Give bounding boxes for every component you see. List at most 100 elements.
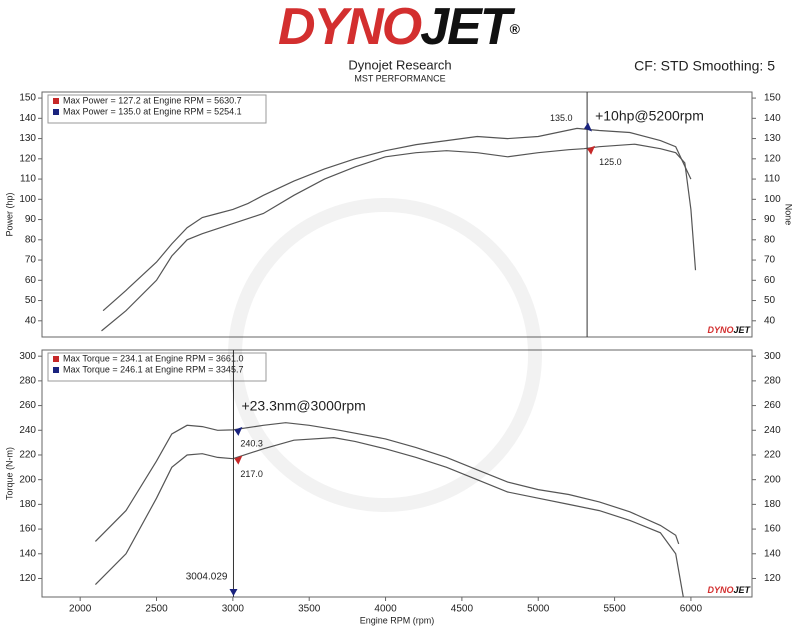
y2-tick-label: 140 [764, 113, 781, 124]
legend-swatch [53, 98, 59, 104]
x-axis-label: Engine RPM (rpm) [360, 615, 435, 625]
marker-label: 217.0 [240, 469, 263, 479]
annotation: +23.3nm@3000rpm [241, 398, 365, 414]
y-tick-label: 260 [19, 400, 36, 411]
plot-area [41, 91, 753, 338]
y2-tick-label: 280 [764, 376, 781, 387]
y2-tick-label: 70 [764, 255, 776, 266]
y2-tick-label: 240 [764, 425, 781, 436]
watermark [228, 198, 542, 512]
marker-arrow [234, 426, 243, 436]
legend-entry: Max Power = 135.0 at Engine RPM = 5254.1 [63, 106, 242, 116]
y-tick-label: 150 [19, 93, 36, 104]
y-tick-label: 280 [19, 376, 36, 387]
y2-tick-label: 100 [764, 194, 781, 205]
x-tick-label: 2000 [69, 604, 92, 615]
legend-entry: Max Torque = 246.1 at Engine RPM = 3345.… [63, 364, 243, 374]
y-tick-label: 50 [25, 295, 37, 306]
corner-logo-part: JET [733, 325, 751, 335]
curve [101, 143, 697, 332]
y2-tick-label: 200 [764, 474, 781, 485]
marker-arrow [234, 455, 243, 465]
legend-swatch [53, 109, 59, 115]
y2-tick-label: 220 [764, 450, 781, 461]
y2-tick-label: 120 [764, 573, 781, 584]
title: Dynojet Research [348, 57, 451, 72]
y2-tick-label: 120 [764, 153, 781, 164]
corner-logo-part: JET [733, 585, 751, 595]
y2-tick-label: 130 [764, 133, 781, 144]
logo-part: JET [420, 0, 516, 56]
y2-tick-label: 150 [764, 93, 781, 104]
y-axis-label: Torque (N-m) [4, 447, 14, 500]
y2-tick-label: 140 [764, 548, 781, 559]
corner-logo-part: DYNO [707, 325, 733, 335]
plot-area [41, 349, 753, 598]
y-tick-label: 120 [19, 573, 36, 584]
y-tick-label: 40 [25, 315, 37, 326]
y-tick-label: 200 [19, 474, 36, 485]
y2-axis-label: None [784, 204, 794, 226]
y-tick-label: 120 [19, 153, 36, 164]
y-tick-label: 70 [25, 255, 37, 266]
curve [94, 422, 680, 545]
y2-tick-label: 260 [764, 400, 781, 411]
legend-box [47, 352, 267, 382]
y-tick-label: 130 [19, 133, 36, 144]
charts: 40 50 60 70 80 90 100 110 120 130 140 150 40 50 60 70 80… [4, 91, 794, 625]
y-tick-label: 80 [25, 234, 37, 245]
marker-arrow [584, 122, 593, 132]
y-tick-label: 140 [19, 113, 36, 124]
y-tick-label: 110 [20, 174, 36, 185]
y-tick-label: 240 [19, 425, 36, 436]
logo-part: DYNO [278, 0, 422, 56]
y2-tick-label: 80 [764, 234, 776, 245]
marker-label: 135.0 [550, 113, 573, 123]
y-tick-label: 100 [19, 194, 36, 205]
cursor-label: 3004.029 [186, 572, 228, 583]
y2-tick-label: 60 [764, 275, 776, 286]
y-tick-label: 60 [25, 275, 37, 286]
x-tick-label: 4000 [374, 604, 397, 615]
cursor-arrow [229, 589, 238, 596]
y2-tick-label: 90 [764, 214, 776, 225]
legend-entry: Max Power = 127.2 at Engine RPM = 5630.7 [63, 95, 242, 105]
x-tick-label: 6000 [680, 604, 703, 615]
y-tick-label: 300 [19, 351, 36, 362]
correction: CF: STD Smoothing: 5 [634, 58, 775, 74]
y-tick-label: 220 [19, 450, 36, 461]
x-tick-label: 2500 [145, 604, 168, 615]
legend-box [47, 94, 267, 124]
y-tick-label: 180 [19, 499, 36, 510]
x-tick-label: 4500 [451, 604, 474, 615]
y2-tick-label: 180 [764, 499, 781, 510]
corner-logo-part: DYNO [707, 585, 733, 595]
marker-arrow [587, 145, 596, 155]
subtitle: MST PERFORMANCE [354, 73, 445, 83]
y2-tick-label: 110 [764, 174, 780, 185]
marker-label: 125.0 [599, 157, 622, 167]
y2-tick-label: 50 [764, 295, 776, 306]
y-tick-label: 140 [19, 548, 36, 559]
y2-tick-label: 40 [764, 315, 776, 326]
marker-label: 240.3 [240, 438, 263, 448]
legend-swatch [53, 367, 59, 373]
x-tick-label: 3000 [222, 604, 245, 615]
y-tick-label: 90 [25, 214, 37, 225]
y-axis-label: Power (hp) [4, 192, 14, 236]
y-tick-label: 160 [19, 524, 36, 535]
y2-tick-label: 300 [764, 351, 781, 362]
logo: DYNOJET® [278, 0, 521, 56]
corner-logo: DYNOJET [707, 585, 751, 595]
x-tick-label: 5000 [527, 604, 550, 615]
legend-swatch [53, 356, 59, 362]
curve [102, 127, 692, 312]
legend-entry: Max Torque = 234.1 at Engine RPM = 3661.… [63, 353, 243, 363]
annotation: +10hp@5200rpm [595, 108, 704, 124]
corner-logo: DYNOJET [707, 325, 751, 335]
curve [94, 436, 684, 598]
x-tick-label: 3500 [298, 604, 321, 615]
x-tick-label: 5500 [603, 604, 626, 615]
y2-tick-label: 160 [764, 524, 781, 535]
